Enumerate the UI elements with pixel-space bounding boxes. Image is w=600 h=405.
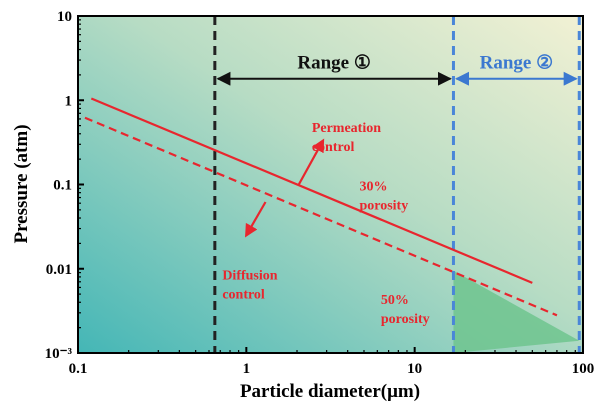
annotation-permeation-control: Permeation control <box>312 121 381 155</box>
x-tick-label: 1 <box>243 361 251 377</box>
x-axis-label: Particle diameter(μm) <box>240 381 420 402</box>
range-label: Range ① <box>297 53 371 74</box>
annotation-30-porosity: 30% porosity <box>359 179 408 213</box>
series-line-50-porosity <box>84 116 558 317</box>
y-tick-label: 10 <box>57 9 72 25</box>
direction-arrow <box>297 138 325 186</box>
x-tick-label: 10 <box>407 361 422 377</box>
annotation-diffusion-control: Diffusion control <box>222 268 277 302</box>
y-tick-label: 1 <box>65 93 73 109</box>
y-tick-label: 10⁻³ <box>45 346 73 362</box>
annotation-50-porosity: 50% porosity <box>381 293 430 327</box>
y-tick-label: 0.01 <box>46 262 72 278</box>
shaded-region <box>453 270 580 353</box>
direction-arrow <box>245 201 267 238</box>
y-tick-label: 0.1 <box>53 178 72 194</box>
series-line-30-porosity <box>90 97 533 284</box>
x-tick-label: 100 <box>572 361 595 377</box>
range-label: Range ② <box>480 53 554 74</box>
y-axis-label: Pressure (atm) <box>11 124 32 243</box>
x-tick-label: 0.1 <box>69 361 88 377</box>
axes: 0.1 1 10 100 10 1 0.1 0.01 10⁻³ <box>45 9 595 377</box>
